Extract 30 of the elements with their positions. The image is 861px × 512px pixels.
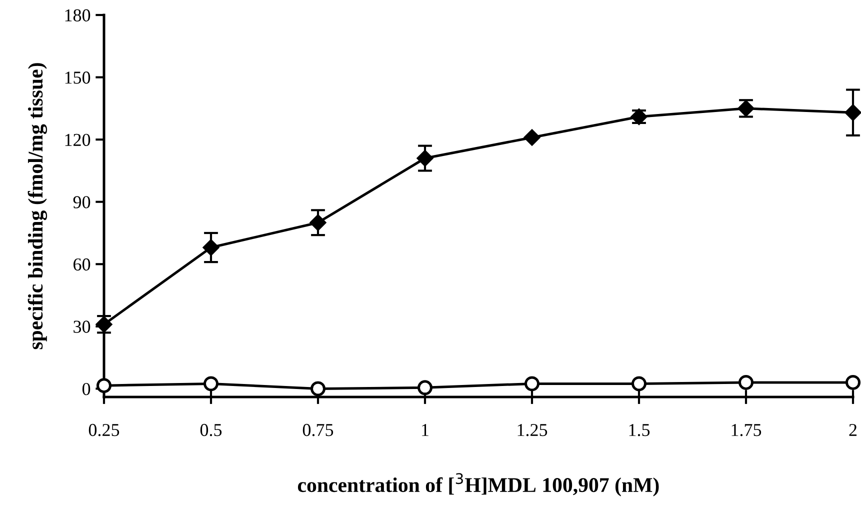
y-tick-label: 120 (65, 134, 90, 146)
x-tick-label: 1 (422, 424, 428, 436)
y-tick-label: 180 (65, 9, 90, 22)
point (310, 214, 326, 231)
point (632, 376, 646, 392)
point (844, 104, 861, 121)
x-tick-label: 1.5 (629, 424, 650, 436)
x-tick-label: 0.75 (302, 424, 334, 436)
x-tick-label: 0.25 (88, 424, 120, 436)
point (202, 239, 220, 256)
point (524, 376, 540, 392)
point (310, 381, 326, 396)
x-tick-label: 1.25 (518, 424, 548, 436)
x-tick-label: 2 (849, 424, 857, 436)
point (524, 129, 540, 146)
point (738, 374, 754, 390)
x-tick-label: 1.75 (732, 424, 762, 436)
point (204, 376, 218, 392)
y-tick-label: 0 (82, 382, 90, 396)
point (846, 374, 860, 390)
y-tick-label: 60 (74, 258, 90, 271)
y-tick-label: 90 (73, 196, 90, 208)
x-tick-label: 0.5 (200, 424, 222, 436)
point (418, 380, 432, 396)
y-axis-title: specific binding (fmol/mg tissue) (28, 63, 48, 350)
x-axis-title: concentration of [$^{3}$H]MDL 100,907 (nM) (298, 473, 659, 496)
y-tick-label: 150 (65, 72, 90, 84)
point (96, 316, 112, 332)
y-tick-label: 30 (74, 320, 90, 333)
point (416, 150, 434, 166)
